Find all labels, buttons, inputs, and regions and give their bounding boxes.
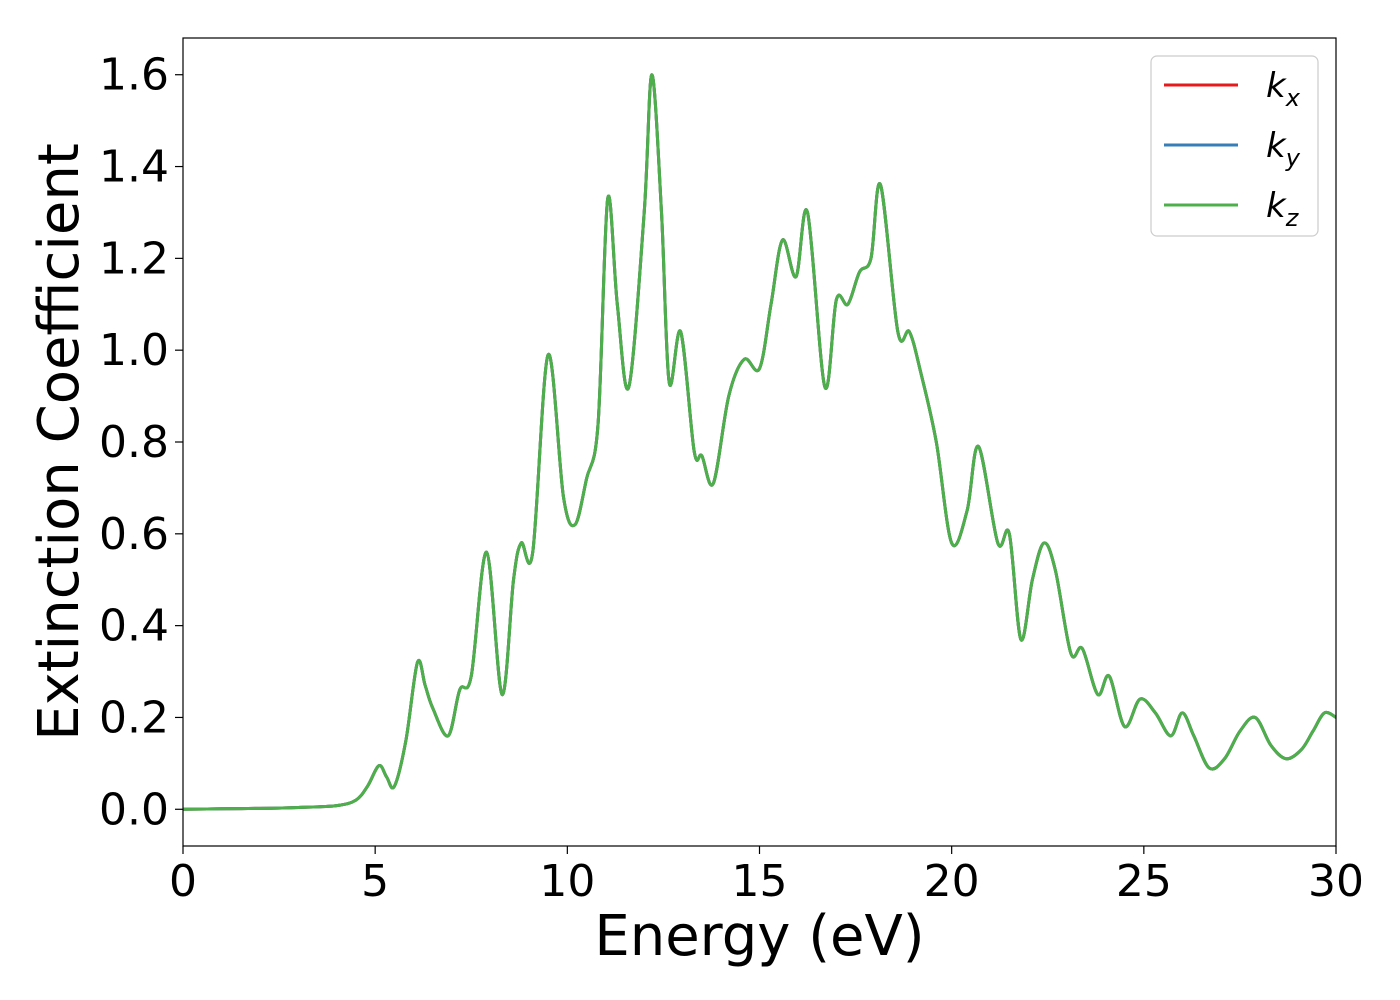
- x-axis-ticks: 0 5 10 15 20 25 30: [169, 846, 1364, 907]
- x-tick-label: 5: [361, 856, 389, 907]
- y-axis-title: Extinction Coefficient: [27, 143, 92, 741]
- x-axis-title: Energy (eV): [594, 904, 924, 969]
- y-tick-label: 0.4: [99, 601, 169, 652]
- legend-label: ky: [1266, 126, 1301, 172]
- y-tick-label: 1.0: [99, 325, 169, 376]
- x-tick-label: 15: [732, 856, 788, 907]
- legend-label: kx: [1266, 66, 1301, 112]
- y-tick-label: 1.4: [99, 142, 169, 193]
- x-tick-label: 0: [169, 856, 197, 907]
- legend: kx ky kz: [1150, 55, 1319, 237]
- series-layer: [183, 73, 1336, 811]
- y-tick-label: 0.8: [99, 417, 169, 468]
- x-tick-label: 20: [924, 856, 980, 907]
- x-tick-label: 10: [539, 856, 595, 907]
- legend-label: kz: [1266, 186, 1300, 232]
- x-tick-label: 30: [1308, 856, 1364, 907]
- x-tick-label: 25: [1116, 856, 1172, 907]
- y-axis-ticks: 0.0 0.2 0.4 0.6 0.8 1.0 1.2 1.4 1.6: [99, 50, 183, 835]
- y-tick-label: 0.2: [99, 692, 169, 743]
- y-tick-label: 0.0: [99, 784, 169, 835]
- y-tick-label: 0.6: [99, 509, 169, 560]
- y-tick-label: 1.6: [99, 50, 169, 101]
- series-line-kz: [183, 73, 1336, 811]
- y-tick-label: 1.2: [99, 233, 169, 284]
